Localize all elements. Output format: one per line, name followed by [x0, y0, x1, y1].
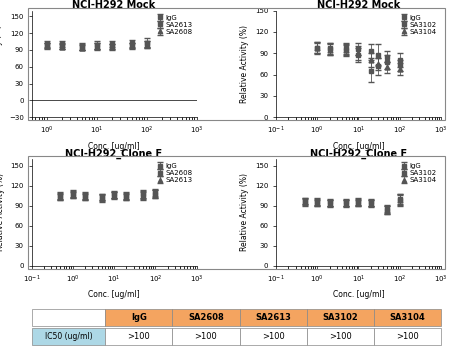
Text: SA2613: SA2613	[255, 313, 291, 322]
X-axis label: Conc. [ug/ml]: Conc. [ug/ml]	[333, 290, 384, 299]
Y-axis label: Relative Activity (%): Relative Activity (%)	[0, 25, 4, 103]
Bar	[374, 328, 441, 345]
Bar	[374, 309, 441, 326]
Text: >100: >100	[127, 332, 150, 341]
Text: >100: >100	[262, 332, 284, 341]
Bar	[32, 309, 105, 326]
Y-axis label: Relative Activity (%): Relative Activity (%)	[240, 25, 249, 103]
Text: SA2608: SA2608	[188, 313, 224, 322]
Y-axis label: Relative Activity (%): Relative Activity (%)	[0, 174, 5, 251]
Title: NCI-H292_Clone F: NCI-H292_Clone F	[66, 148, 162, 158]
Bar	[32, 328, 105, 345]
Legend: IgG, SA2608, SA2613: IgG, SA2608, SA2613	[156, 163, 193, 184]
Bar	[239, 328, 307, 345]
Legend: IgG, SA3102, SA3104: IgG, SA3102, SA3104	[400, 163, 437, 184]
X-axis label: Conc. [ug/ml]: Conc. [ug/ml]	[88, 290, 140, 299]
Legend: IgG, SA2613, SA2608: IgG, SA2613, SA2608	[156, 14, 193, 36]
Bar	[172, 309, 239, 326]
Text: >100: >100	[396, 332, 419, 341]
Bar	[307, 328, 374, 345]
Bar	[307, 309, 374, 326]
Text: >100: >100	[194, 332, 217, 341]
X-axis label: Conc. [ug/ml]: Conc. [ug/ml]	[88, 142, 140, 151]
Title: NCI-H292_Clone F: NCI-H292_Clone F	[310, 148, 407, 158]
Y-axis label: Relative Activity (%): Relative Activity (%)	[240, 174, 249, 251]
X-axis label: Conc. [ug/ml]: Conc. [ug/ml]	[333, 142, 384, 151]
Text: SA3104: SA3104	[390, 313, 425, 322]
Text: IgG: IgG	[131, 313, 147, 322]
Bar	[105, 309, 172, 326]
Text: SA3102: SA3102	[322, 313, 358, 322]
Title: NCI-H292 Mock: NCI-H292 Mock	[72, 0, 156, 10]
Legend: IgG, SA3102, SA3104: IgG, SA3102, SA3104	[400, 14, 437, 36]
Text: IC50 (ug/ml): IC50 (ug/ml)	[45, 332, 92, 341]
Bar	[239, 309, 307, 326]
Bar	[105, 328, 172, 345]
Title: NCI-H292 Mock: NCI-H292 Mock	[317, 0, 400, 10]
Text: >100: >100	[329, 332, 351, 341]
Bar	[172, 328, 239, 345]
